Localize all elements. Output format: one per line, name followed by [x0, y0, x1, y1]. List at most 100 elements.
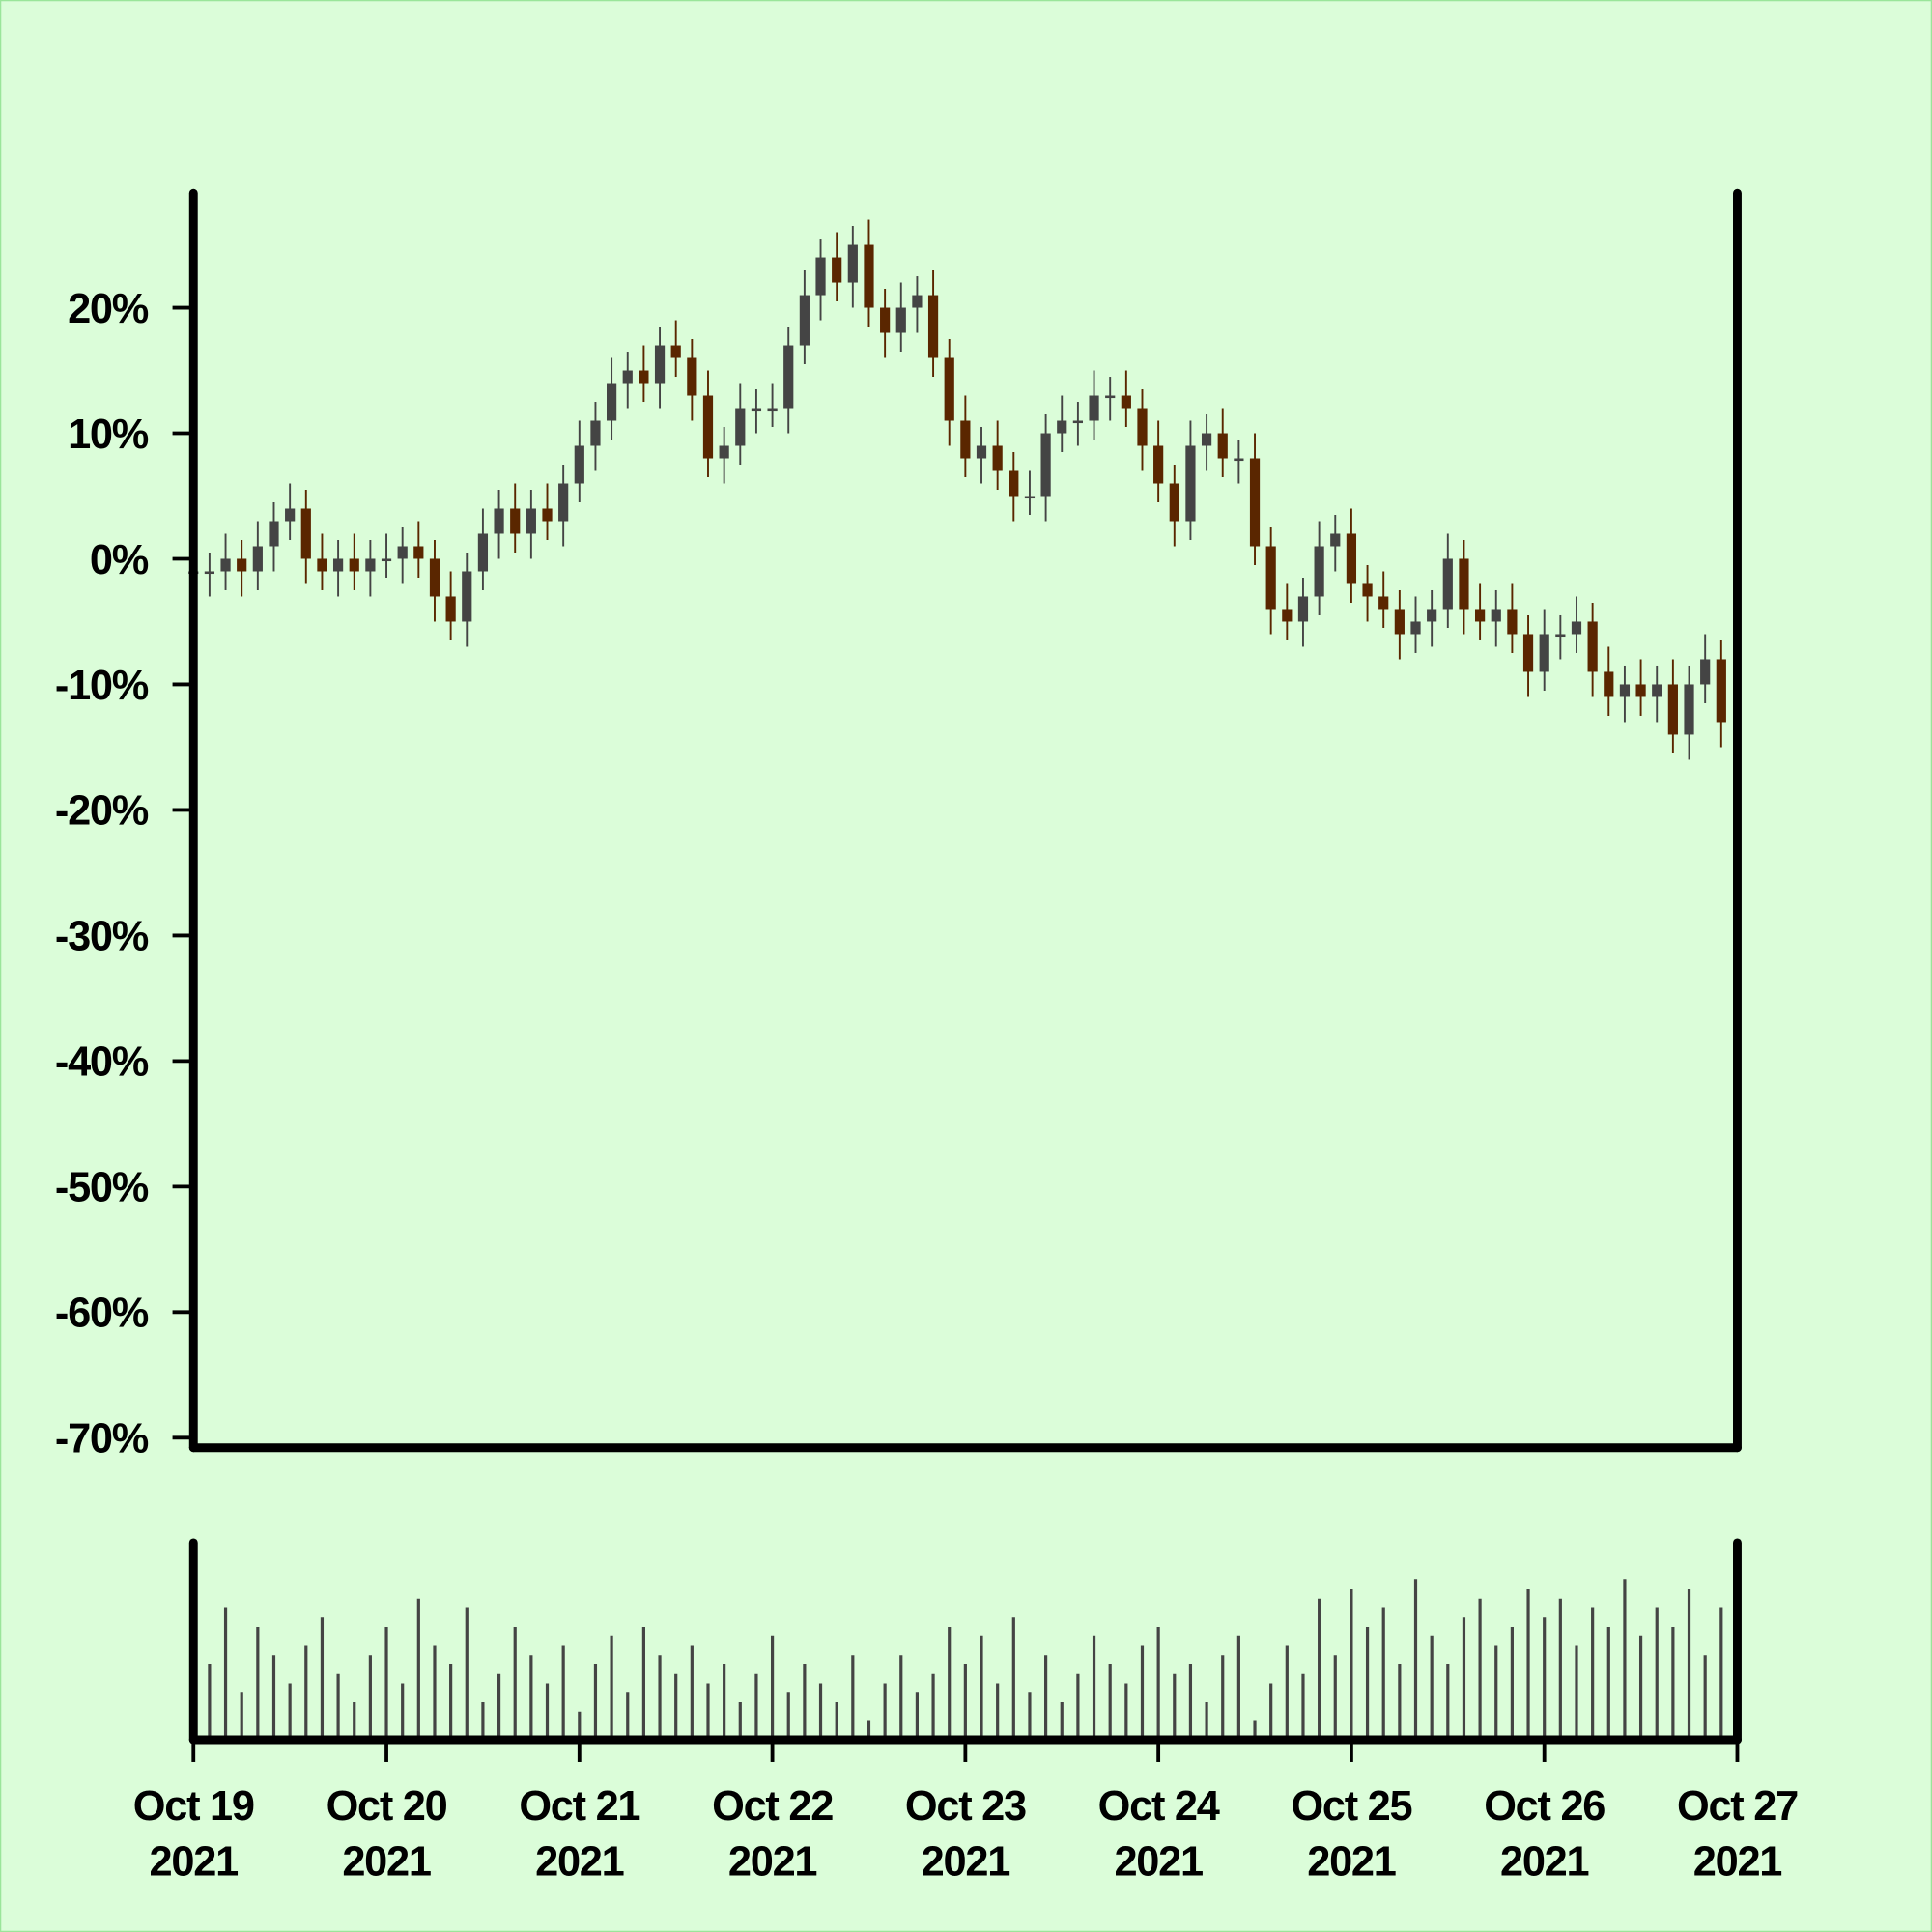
y-tick-label: -10%: [55, 663, 149, 709]
candle-body: [1684, 684, 1694, 735]
candle-body: [1378, 596, 1389, 610]
candle-body: [1716, 659, 1726, 723]
x-tick-label: 2021: [1114, 1838, 1203, 1885]
candle-body: [1442, 558, 1453, 610]
y-tick-label: -30%: [55, 914, 149, 960]
candle-body: [670, 345, 681, 358]
x-tick-label: Oct 27: [1677, 1783, 1798, 1830]
candle-body: [542, 508, 553, 522]
candle-body: [317, 558, 327, 572]
candle-body: [1539, 634, 1549, 672]
candle-body: [719, 445, 729, 459]
y-tick-label: -70%: [55, 1416, 149, 1463]
candle-body: [847, 244, 858, 283]
x-tick-label: 2021: [728, 1838, 817, 1885]
candle-body: [237, 558, 247, 572]
x-tick-label: Oct 23: [905, 1783, 1026, 1830]
x-tick-label: Oct 24: [1098, 1783, 1220, 1830]
candle-body: [1330, 533, 1341, 547]
x-tick-label: Oct 20: [327, 1783, 447, 1830]
candle-body: [397, 546, 408, 559]
candle-body: [895, 307, 906, 333]
x-tick-label: 2021: [342, 1838, 431, 1885]
candle-body: [1072, 420, 1084, 424]
candle-body: [1089, 395, 1099, 421]
x-tick-label: Oct 19: [133, 1783, 254, 1830]
candle-body: [1024, 496, 1036, 499]
candle-body: [1652, 684, 1662, 697]
candle-body: [1297, 596, 1309, 622]
x-tick-label: 2021: [150, 1838, 239, 1885]
candle-body: [1427, 609, 1437, 622]
candle-body: [477, 533, 489, 572]
candle-body: [558, 483, 569, 522]
candle-body: [1362, 583, 1373, 597]
candle-body: [654, 345, 666, 384]
y-tick-label: 20%: [68, 286, 149, 332]
candle-body: [1217, 433, 1228, 459]
candle-body: [1522, 634, 1534, 672]
x-tick-label: 2021: [1307, 1838, 1396, 1885]
candle-body: [1185, 445, 1196, 522]
candle-body: [204, 571, 215, 575]
candle-body: [220, 558, 231, 572]
candle-body: [1571, 621, 1582, 635]
y-tick-label: 0%: [90, 537, 149, 583]
candle-body: [526, 508, 536, 534]
candle-body: [1555, 634, 1566, 638]
candle-body: [1700, 659, 1711, 685]
x-tick-label: Oct 25: [1291, 1783, 1411, 1830]
y-tick-label: -60%: [55, 1291, 149, 1337]
candle-body: [639, 370, 649, 384]
candle-body: [799, 295, 810, 346]
candle-body: [1314, 546, 1324, 597]
candle-body: [687, 357, 697, 396]
y-tick-label: -20%: [55, 788, 149, 835]
candle-body: [1282, 609, 1293, 622]
candle-body: [1057, 420, 1067, 434]
candle-body: [462, 571, 472, 622]
x-tick-label: Oct 26: [1484, 1783, 1605, 1830]
candle-body: [1474, 609, 1486, 622]
x-tick-label: Oct 21: [519, 1783, 639, 1830]
candle-body: [300, 508, 311, 559]
candle-body: [976, 445, 987, 459]
candle-body: [1346, 533, 1357, 584]
x-tick-label: 2021: [1500, 1838, 1589, 1885]
candle-body: [285, 508, 296, 522]
candle-body: [590, 420, 601, 446]
candle-body: [992, 445, 1003, 471]
candle-body: [269, 521, 279, 547]
candle-body: [864, 244, 874, 308]
candle-body: [349, 558, 359, 572]
candle-body: [365, 558, 376, 572]
y-tick-label: -50%: [55, 1165, 149, 1211]
candle-body: [1009, 470, 1019, 497]
x-tick-label: 2021: [535, 1838, 624, 1885]
candle-body: [944, 357, 954, 421]
candle-body: [1201, 433, 1212, 446]
candle-body: [252, 546, 263, 572]
candle-body: [832, 257, 842, 283]
candle-body: [912, 295, 923, 308]
candle-body: [1619, 684, 1631, 697]
candle-body: [783, 345, 794, 409]
candle-body: [1394, 609, 1405, 635]
candle-body: [1265, 546, 1276, 610]
candle-body: [1249, 458, 1261, 547]
candle-body: [1507, 609, 1518, 635]
candle-body: [1040, 433, 1051, 497]
candle-body: [815, 257, 826, 296]
candle-body: [429, 558, 440, 597]
candle-body: [735, 408, 746, 446]
candle-body: [445, 596, 456, 622]
candle-body: [1105, 395, 1116, 399]
candle-body: [1635, 684, 1646, 697]
candle-body: [607, 383, 617, 421]
candle-body: [751, 408, 762, 412]
candle-body: [1153, 445, 1164, 484]
candle-body: [1121, 395, 1131, 409]
candle-body: [767, 408, 778, 412]
